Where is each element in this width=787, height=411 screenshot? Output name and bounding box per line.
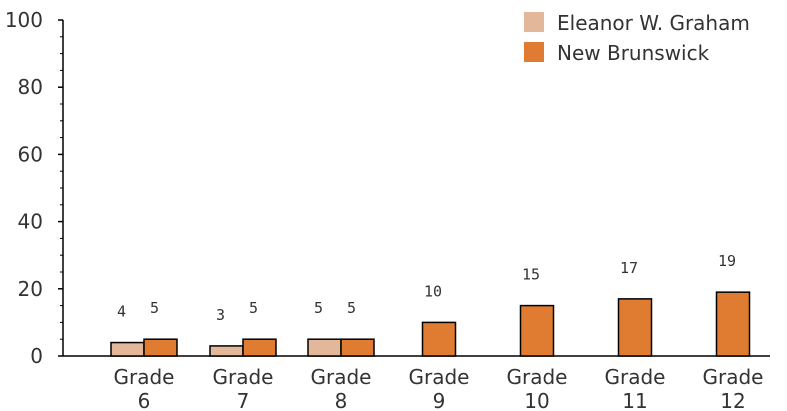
data-label: 4	[117, 303, 126, 321]
y-tick-label: 100	[5, 8, 43, 32]
data-label: 19	[718, 252, 736, 270]
data-label: 5	[150, 299, 159, 317]
y-tick-label: 40	[18, 210, 43, 234]
bar-new-brunswick	[421, 321, 457, 357]
bars	[110, 291, 751, 357]
x-axis: Grade 6 Grade 7 Grade 8 Grade 9 Grade 10 Grade 11 Gr…	[63, 355, 770, 411]
bar-eleanor-w-graham	[307, 338, 342, 357]
bar-new-brunswick	[143, 338, 178, 357]
bar-new-brunswick	[519, 304, 555, 357]
x-tick-label: Grade 11	[605, 365, 666, 411]
bar-eleanor-w-graham	[110, 341, 145, 357]
data-label: 5	[347, 299, 356, 317]
bar-new-brunswick	[242, 338, 277, 357]
x-tick-label: Grade 10	[507, 365, 568, 411]
data-label: 5	[314, 299, 323, 317]
legend-swatch	[524, 12, 544, 32]
data-label: 5	[249, 299, 258, 317]
legend-label: New Brunswick	[557, 41, 710, 65]
bar-eleanor-w-graham	[209, 345, 244, 357]
x-tick-label: Grade 8	[311, 365, 372, 411]
x-tick-label: Grade 7	[213, 365, 274, 411]
y-tick-label: 20	[18, 277, 43, 301]
data-label: 10	[424, 282, 442, 300]
legend-label: Eleanor W. Graham	[557, 11, 750, 35]
data-label: 15	[522, 266, 540, 284]
bar-new-brunswick	[715, 291, 751, 357]
data-label: 3	[216, 306, 225, 324]
y-tick-label: 60	[18, 142, 43, 166]
data-label: 17	[620, 259, 638, 277]
x-tick-label: Grade 12	[703, 365, 764, 411]
legend: Eleanor W. Graham New Brunswick	[524, 11, 750, 65]
y-axis: 0 20 40 60 80 100	[5, 8, 64, 368]
y-tick-label: 0	[30, 344, 43, 368]
bar-new-brunswick	[617, 298, 653, 357]
x-tick-label: Grade 9	[409, 365, 470, 411]
x-tick-label: Grade 6	[114, 365, 175, 411]
bar-new-brunswick	[340, 338, 375, 357]
data-labels: 4 5 3 5 5 5 10 15 17 19	[117, 252, 736, 324]
legend-swatch	[524, 42, 544, 62]
y-tick-label: 80	[18, 75, 43, 99]
